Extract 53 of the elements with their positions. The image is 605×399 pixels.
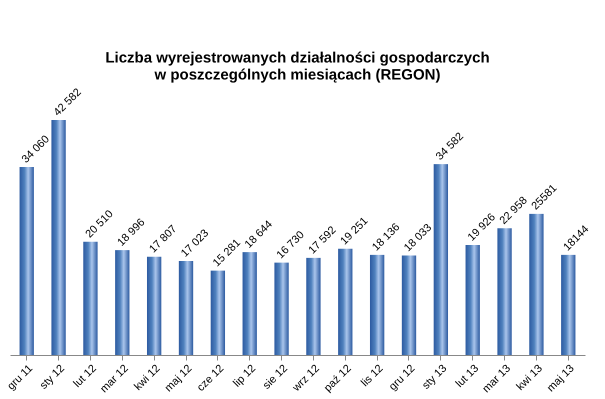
- x-tick-label: gru 11: [5, 362, 36, 392]
- bar: [242, 252, 257, 355]
- bar: [434, 164, 448, 355]
- bar: [51, 120, 66, 355]
- x-tick-label: lip 12: [231, 362, 258, 390]
- data-label: 18 033: [402, 222, 434, 254]
- x-tick-label: paź 12: [322, 362, 354, 394]
- bar: [529, 214, 544, 355]
- data-label: 19 251: [338, 215, 370, 248]
- data-label: 15 281: [210, 236, 244, 270]
- data-label: 17 592: [306, 224, 339, 256]
- bar: [210, 270, 226, 355]
- x-tick-label: lut 13: [454, 362, 482, 390]
- bar: [274, 262, 289, 355]
- data-label: 42 582: [52, 86, 84, 119]
- bar: [561, 254, 576, 355]
- x-tick-label: cze 12: [194, 362, 226, 394]
- x-tick-label: lut 12: [71, 362, 99, 390]
- bar: [466, 245, 480, 355]
- x-tick-label: lis 12: [358, 362, 386, 390]
- x-tick-label: maj 12: [162, 362, 194, 394]
- data-label: 17 023: [178, 227, 212, 260]
- bar: [178, 261, 194, 355]
- data-label: 34 582: [434, 130, 466, 163]
- x-tick-label: sie 12: [260, 362, 290, 392]
- x-tick-label: maj 13: [544, 362, 577, 394]
- data-label: 22 958: [497, 194, 530, 227]
- data-label: 34 060: [20, 133, 52, 166]
- data-label: 18 644: [242, 218, 275, 251]
- x-tick-label: mar 13: [480, 362, 514, 396]
- bar: [83, 242, 98, 355]
- chart-title: Liczba wyrejestrowanych działalności gospodarczych w poszczególnych miesiącach (REGON): [105, 49, 490, 84]
- x-tick-label: sty 12: [38, 362, 68, 392]
- x-tick-label: wrz 12: [290, 362, 322, 395]
- bar: [338, 248, 352, 355]
- bar: [20, 167, 34, 355]
- x-tick-label: sty 13: [420, 362, 450, 392]
- data-label: 20 510: [83, 208, 116, 240]
- x-tick-label: kwi 13: [514, 362, 545, 394]
- x-tick-label: gru 12: [386, 362, 418, 394]
- bar: [497, 228, 512, 355]
- bar: [370, 254, 384, 355]
- bar: [306, 258, 321, 355]
- bar: [115, 250, 130, 355]
- bar: [146, 256, 162, 355]
- data-label: 18 996: [115, 216, 148, 249]
- data-label: 19 926: [466, 211, 498, 244]
- x-tick-label: kwi 12: [132, 362, 163, 394]
- data-label: 16 730: [274, 228, 307, 262]
- data-label: 17 807: [147, 223, 180, 256]
- bar: [402, 255, 416, 355]
- data-label: 18 136: [370, 221, 402, 254]
- x-tick-label: mar 12: [98, 362, 131, 396]
